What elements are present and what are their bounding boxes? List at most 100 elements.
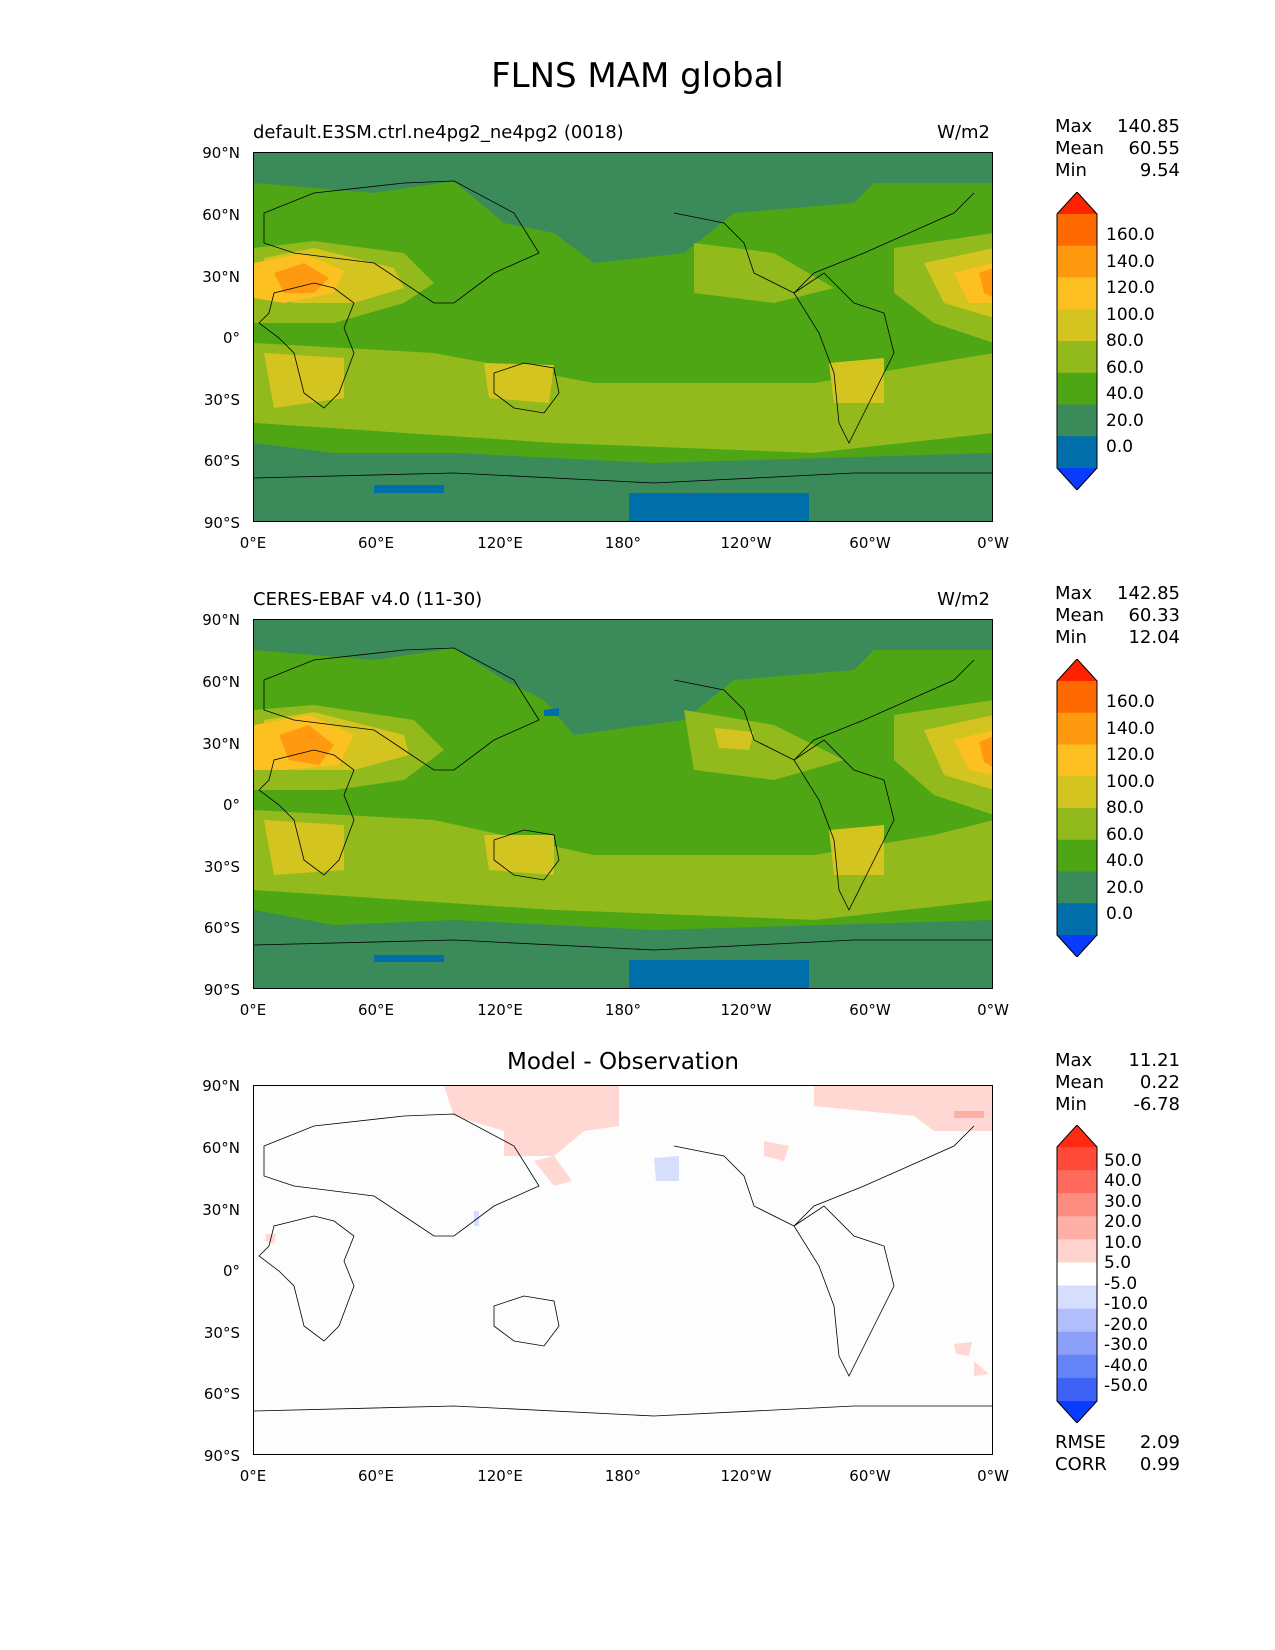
panel-1-ytick: 60°N (202, 206, 240, 224)
panel-2-xtick: 60°E (357, 1001, 395, 1019)
panel-1-ytick: 0° (222, 329, 240, 347)
panel-3-xtick: 60°E (357, 1467, 395, 1485)
colorbar-segment (1057, 1354, 1097, 1379)
panel-2-units: W/m2 (937, 589, 990, 610)
panel-3-colorbar-label: -5.0 (1104, 1274, 1138, 1294)
panel-1-xtick: 120°W (720, 534, 772, 552)
panel-1-colorbar-label: 20.0 (1106, 411, 1144, 431)
panel-2-colorbar-label: 140.0 (1106, 719, 1155, 739)
panel-1-stat-value: 140.85 (1117, 116, 1180, 137)
colorbar-extend-bottom (1057, 935, 1097, 957)
panel-1-colorbar-label: 140.0 (1106, 252, 1155, 272)
panel-1-stat-label: Max (1055, 116, 1093, 137)
panel-1-colorbar (1056, 192, 1098, 490)
colorbar-segment (1057, 277, 1097, 310)
panel-3-stat-value: 0.22 (1139, 1072, 1180, 1093)
panel-3-xtick: 60°W (849, 1467, 891, 1485)
panel-2-stat-value: 12.04 (1128, 627, 1180, 648)
colorbar-segment (1057, 1285, 1097, 1310)
panel-3-colorbar-label: 40.0 (1104, 1171, 1142, 1191)
panel-2-colorbar-label: 20.0 (1106, 878, 1144, 898)
panel-2-stat-label: Mean (1055, 605, 1105, 626)
panel-2-xtick: 120°E (477, 1001, 523, 1019)
panel-1-coastlines (254, 180, 992, 484)
colorbar-outline (1056, 1125, 1098, 1423)
colorbar-extend-bottom (1057, 1401, 1097, 1423)
colorbar-segment (1057, 903, 1097, 936)
panel-1-ytick: 60°S (203, 452, 240, 470)
colorbar-extend-top (1057, 192, 1097, 214)
panel-3-colorbar-label: -20.0 (1104, 1315, 1148, 1335)
panel-2-ytick: 90°N (202, 611, 240, 629)
panel-3-xtick: 120°E (477, 1467, 523, 1485)
panel-3-contour-field (254, 1086, 992, 1454)
panel-3-ytick: 60°S (203, 1385, 240, 1403)
panel-2-colorbar-label: 100.0 (1106, 772, 1155, 792)
colorbar-segment (1057, 245, 1097, 278)
panel-2-ytick: 60°N (202, 673, 240, 691)
panel-1-ytick: 90°S (203, 514, 240, 532)
colorbar-segment (1057, 309, 1097, 342)
colorbar-outline (1056, 659, 1098, 957)
panel-3-stat-label: Max (1055, 1050, 1093, 1071)
colorbar-segment (1057, 1331, 1097, 1356)
colorbar-segment (1057, 341, 1097, 374)
colorbar-segment (1057, 681, 1097, 714)
panel-1-xtick: 180° (604, 534, 642, 552)
colorbar-outline (1056, 192, 1098, 490)
panel-1-colorbar-label: 100.0 (1106, 305, 1155, 325)
colorbar-segment (1057, 1216, 1097, 1240)
panel-1-ytick: 30°N (202, 268, 240, 286)
panel-3-ytick: 30°S (203, 1324, 240, 1342)
panel-1-colorbar-label: 120.0 (1106, 278, 1155, 298)
panel-3-stat-value: 11.21 (1128, 1050, 1180, 1071)
panel-1-units: W/m2 (937, 122, 990, 143)
panel-1-xtick: 120°E (477, 534, 523, 552)
panel-2-colorbar-label: 40.0 (1106, 851, 1144, 871)
panel-3-metric-value: 0.99 (1139, 1454, 1180, 1475)
panel-2-coastlines (254, 647, 992, 951)
panel-2-map (253, 619, 993, 989)
panel-2-xtick: 60°W (849, 1001, 891, 1019)
panel-2-stat-value: 142.85 (1117, 583, 1180, 604)
colorbar-segment (1057, 404, 1097, 437)
panel-3-metric-label: CORR (1055, 1454, 1107, 1475)
panel-2-stat-label: Min (1055, 627, 1087, 648)
colorbar-segment (1057, 1239, 1097, 1263)
colorbar-segment (1057, 839, 1097, 872)
colorbar-segment (1057, 871, 1097, 904)
panel-2-colorbar-label: 160.0 (1106, 692, 1155, 712)
panel-2-contour-field (254, 620, 992, 988)
panel-3-map (253, 1085, 993, 1455)
colorbar-segment (1057, 1147, 1097, 1171)
panel-1-colorbar-label: 40.0 (1106, 384, 1144, 404)
panel-3-coastlines (254, 1113, 992, 1417)
panel-1-title: default.E3SM.ctrl.ne4pg2_ne4pg2 (0018) (253, 122, 624, 143)
panel-3-colorbar-label: -50.0 (1104, 1376, 1148, 1396)
panel-3-title: Model - Observation (506, 1049, 740, 1075)
panel-1-xtick: 60°W (849, 534, 891, 552)
panel-2-xtick: 0°E (239, 1001, 267, 1019)
panel-1-colorbar-label: 160.0 (1106, 225, 1155, 245)
panel-2-ytick: 30°S (203, 858, 240, 876)
panel-3-ytick: 90°N (202, 1077, 240, 1095)
panel-3-metric-value: 2.09 (1139, 1432, 1180, 1453)
panel-3-metric-label: RMSE (1055, 1432, 1106, 1453)
panel-2-stat-label: Max (1055, 583, 1093, 604)
panel-3-stat-label: Min (1055, 1094, 1087, 1115)
colorbar-segment (1057, 1262, 1097, 1287)
panel-3-xtick: 180° (604, 1467, 642, 1485)
figure-title: FLNS MAM global (491, 56, 784, 96)
panel-3-ytick: 30°N (202, 1201, 240, 1219)
colorbar-extend-top (1057, 659, 1097, 681)
panel-2-colorbar-label: 0.0 (1106, 904, 1134, 924)
colorbar-segment (1057, 808, 1097, 841)
panel-2-xtick: 180° (604, 1001, 642, 1019)
panel-3-colorbar-label: -40.0 (1104, 1356, 1148, 1376)
panel-1-colorbar-label: 0.0 (1106, 437, 1134, 457)
panel-1-stat-label: Mean (1055, 138, 1105, 159)
panel-2-ytick: 30°N (202, 735, 240, 753)
panel-1-map (253, 152, 993, 522)
panel-3-stat-label: Mean (1055, 1072, 1105, 1093)
panel-3-xtick: 0°E (239, 1467, 267, 1485)
